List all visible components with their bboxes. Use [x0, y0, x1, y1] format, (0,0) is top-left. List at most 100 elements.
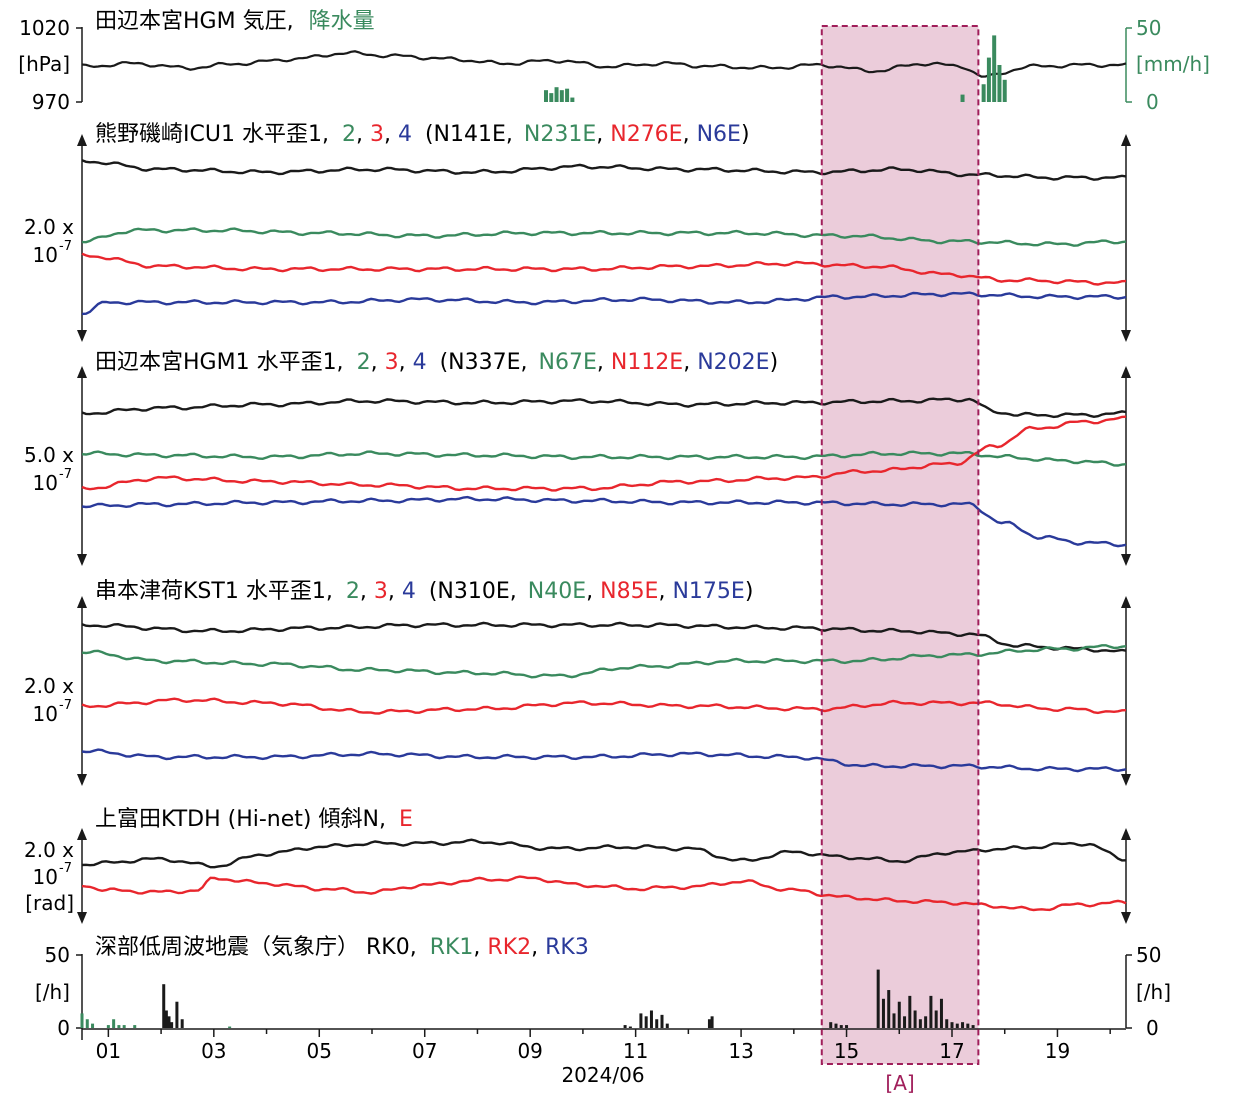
lfe-bar-RK0: [966, 1023, 970, 1028]
lfe-bar-RK1: [91, 1023, 95, 1028]
tilt-title: 上富田KTDH (Hi-net) 傾斜N, E: [95, 807, 413, 832]
lfe-title-rk3: RK3: [545, 935, 589, 960]
lfe-bar-RK0: [913, 1010, 917, 1028]
kst1-title-az4: N175E: [672, 579, 744, 604]
rain-bar: [960, 94, 965, 102]
kst1-title-az1: (N310E,: [429, 579, 517, 604]
tilt-right-arrow-down: [1121, 912, 1131, 924]
lfe-bar-RK1: [80, 1013, 84, 1028]
rain-bar: [986, 57, 991, 102]
lfe-bar-RK0: [945, 1019, 949, 1028]
icu1-title-n3: 3: [370, 122, 384, 147]
lfe-bars: [80, 969, 975, 1028]
lfe-bar-RK0: [167, 1016, 171, 1028]
hgm1-title-sep: ,: [597, 350, 611, 375]
hgm1-series-4: [81, 495, 1127, 548]
lfe-title-rk2: RK2: [487, 935, 531, 960]
kst1-series-4: [81, 748, 1127, 773]
tilt-scale-unit: [rad]: [25, 891, 74, 915]
hgm1-title-n4: 4: [413, 350, 427, 375]
kst1-series-3: [81, 697, 1127, 715]
tilt-title-e: E: [399, 807, 413, 832]
lfe-bar-RK0: [175, 1001, 179, 1028]
kst1-scale-2: 10: [33, 702, 58, 726]
icu1-left-arrow-down: [77, 330, 87, 342]
icu1-title-az1: (N141E,: [425, 122, 513, 147]
kst1-title-sep: ,: [658, 579, 672, 604]
icu1-title-sep: ,: [384, 122, 398, 147]
icu1-title-sep: ,: [683, 122, 697, 147]
lfe-bar-RK1: [106, 1025, 110, 1028]
x-tick-label: 07: [412, 1039, 437, 1063]
icu1-series-2: [81, 227, 1127, 247]
panel-pressure: 1020 [hPa] 970 50 [mm/h] 0 田辺本宮HGM 気圧, 降…: [18, 9, 1210, 114]
rain-ylabel-top: 50: [1136, 16, 1161, 40]
lfe-bar-RK0: [961, 1022, 965, 1028]
lfe-bar-RK1: [228, 1026, 232, 1028]
lfe-bar-RK0: [829, 1022, 833, 1028]
lfe-bar-RK0: [897, 1001, 901, 1028]
rain-bar: [544, 90, 548, 102]
icu1-title-sep: ,: [356, 122, 370, 147]
lfe-ylabel-bottom: 0: [57, 1016, 70, 1040]
hgm1-title-az3: N112E: [611, 350, 683, 375]
kst1-scale-exp: -7: [59, 698, 72, 713]
panel-lfe: 50 [/h] 0 50 [/h] 0 深部低周波地震（気象庁） RK0, RK…: [35, 935, 1171, 1040]
highlight-band-a: [821, 26, 979, 1064]
hgm1-title-close: ): [770, 350, 779, 375]
x-date-label: 2024/06: [561, 1063, 644, 1087]
kst1-series-1: [81, 621, 1127, 653]
x-tick-label: 15: [834, 1039, 859, 1063]
kst1-title-sep: ,: [388, 579, 402, 604]
lfe-rlabel-unit: [/h]: [1136, 980, 1171, 1004]
icu1-title-close: ): [741, 122, 750, 147]
kst1-title-n3: 3: [374, 579, 388, 604]
icu1-title-az3: N276E: [610, 122, 682, 147]
rain-bar: [981, 84, 986, 102]
lfe-title-sep: ,: [531, 935, 545, 960]
kst1-right-arrow-down: [1121, 774, 1131, 786]
icu1-title-prefix: 熊野磯崎ICU1 水平歪1,: [95, 122, 329, 147]
lfe-rlabel-bottom: 0: [1146, 1016, 1159, 1040]
lfe-bar-RK1: [117, 1025, 121, 1028]
hgm1-title-az4: N202E: [697, 350, 769, 375]
tilt-title-prefix: 上富田KTDH (Hi-net) 傾斜N,: [95, 807, 386, 832]
lfe-bar-RK0: [892, 1013, 896, 1028]
icu1-scale-exp: -7: [59, 239, 72, 254]
hgm1-title-az1: (N337E,: [440, 350, 528, 375]
panel-tilt: 2.0 x 10 -7 [rad] 上富田KTDH (Hi-net) 傾斜N, …: [24, 807, 1131, 924]
rain-bar: [997, 65, 1002, 102]
lfe-rlabel-top: 50: [1136, 943, 1161, 967]
rain-bar: [992, 35, 997, 102]
lfe-bar-RK0: [887, 990, 891, 1028]
icu1-series-4: [81, 291, 1127, 316]
hgm1-title-prefix: 田辺本宮HGM1 水平歪1,: [95, 350, 344, 375]
tilt-scale-exp: -7: [59, 861, 72, 876]
lfe-bar-RK0: [170, 1022, 174, 1028]
pressure-line: [81, 50, 1127, 78]
lfe-bar-RK0: [710, 1016, 714, 1028]
hgm1-series-1: [81, 397, 1127, 419]
x-tick-label: 05: [307, 1039, 332, 1063]
lfe-ylabel-top: 50: [45, 943, 70, 967]
lfe-bar-RK0: [876, 969, 880, 1028]
panel-kst1: 2.0 x 10 -7 串本津荷KST1 水平歪1, 2, 3, 4 (N310…: [24, 579, 1131, 786]
tilt-series-E: [81, 875, 1127, 912]
icu1-right-arrow-down: [1121, 330, 1131, 342]
pressure-ylabel-unit: [hPa]: [18, 52, 70, 76]
kst1-right-arrow-up: [1121, 596, 1131, 608]
highlight-label: [A]: [885, 1071, 914, 1095]
x-tick-label: 17: [939, 1039, 964, 1063]
kst1-left-arrow-up: [77, 596, 87, 608]
lfe-title-rk1: RK1: [430, 935, 474, 960]
icu1-series-3: [81, 252, 1127, 286]
icu1-series: [81, 159, 1127, 316]
rain-bar: [554, 87, 559, 102]
lfe-bar-RK0: [639, 1013, 643, 1028]
hgm1-scale-exp: -7: [59, 467, 72, 482]
icu1-title-az4: N6E: [697, 122, 741, 147]
pressure-title-prefix: 田辺本宮HGM 気圧,: [95, 9, 294, 34]
icu1-right-arrow-up: [1121, 134, 1131, 146]
hgm1-series-3: [81, 415, 1127, 492]
icu1-title-sep: ,: [596, 122, 610, 147]
